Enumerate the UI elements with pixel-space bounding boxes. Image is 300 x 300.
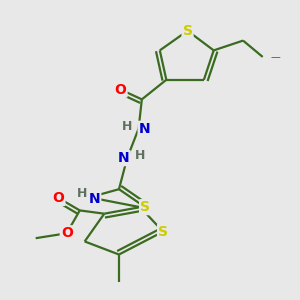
Text: —: — — [271, 52, 281, 62]
Text: H: H — [135, 149, 146, 162]
Text: S: S — [158, 225, 168, 239]
Text: N: N — [139, 122, 150, 136]
Text: S: S — [140, 200, 150, 214]
Text: H: H — [77, 187, 88, 200]
Text: S: S — [183, 24, 193, 38]
Text: H: H — [122, 120, 132, 133]
Text: O: O — [61, 226, 73, 240]
Text: O: O — [115, 82, 127, 97]
Text: N: N — [118, 151, 130, 165]
Text: O: O — [52, 191, 64, 205]
Text: N: N — [89, 192, 100, 206]
